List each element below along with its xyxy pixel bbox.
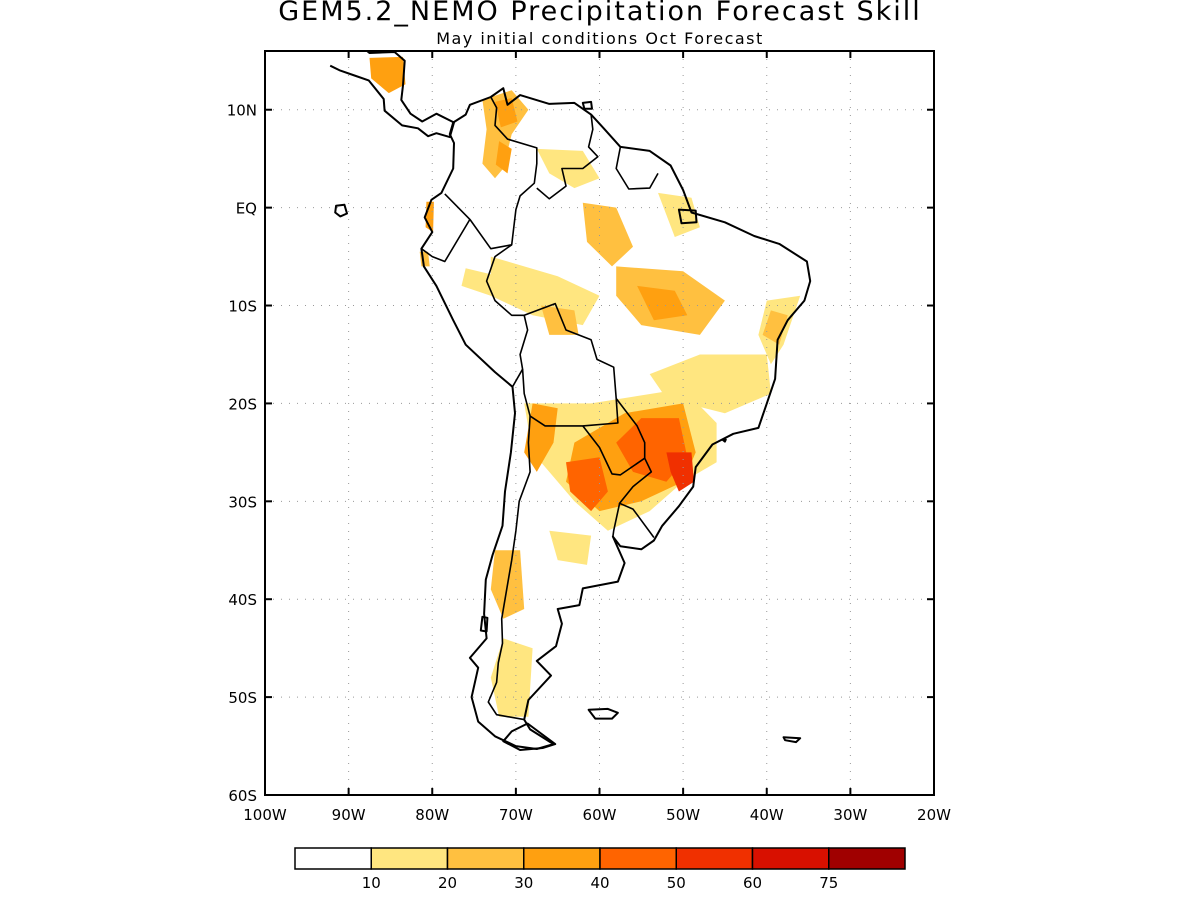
lon-tick-label: 60W <box>583 806 617 824</box>
map-title: GEM5.2_NEMO Precipitation Forecast Skill <box>278 0 922 27</box>
lat-tick-label: 10N <box>227 102 257 120</box>
island-outline <box>581 100 593 110</box>
country-border <box>536 114 599 200</box>
country-border <box>487 416 531 721</box>
country-border <box>582 398 646 476</box>
lon-tick-label: 80W <box>415 806 449 824</box>
country-border <box>618 457 655 538</box>
island-outline <box>721 438 727 443</box>
island-outline <box>782 736 802 744</box>
country-border <box>485 244 529 388</box>
bolivia-chile-skill <box>524 403 558 472</box>
legend-label: 20 <box>438 874 457 892</box>
argentina-central-skill <box>549 530 592 565</box>
south-america-coastline <box>420 87 812 750</box>
color-legend: 10 20 30 40 50 60 75 <box>294 847 906 892</box>
lon-tick-label: 20W <box>917 806 951 824</box>
legend-swatch <box>294 847 372 870</box>
lon-tick-label: 50W <box>666 806 700 824</box>
island-outline <box>502 722 557 751</box>
lat-tick-label: 60S <box>228 787 257 805</box>
lat-tick-label: 50S <box>228 689 257 707</box>
peru-brazil-border-skill <box>490 256 600 326</box>
country-border <box>612 503 621 537</box>
legend-label: 60 <box>743 874 762 892</box>
lat-tick-label: 30S <box>228 493 257 511</box>
skill-shading <box>369 56 801 717</box>
legend-swatch <box>370 847 449 870</box>
lon-tick-label: 40W <box>750 806 784 824</box>
lon-tick-label: 70W <box>499 806 533 824</box>
legend-swatch <box>751 847 830 870</box>
central-america-coastline <box>329 51 455 139</box>
patagonia-skill <box>490 638 533 717</box>
venezuela-north-skill <box>495 98 518 128</box>
lat-tick-label: 10S <box>228 298 257 316</box>
central-america-skill <box>369 56 406 94</box>
legend-swatch <box>675 847 754 870</box>
lat-tick-label: 40S <box>228 591 257 609</box>
country-border <box>444 96 538 250</box>
northeast-brazil-core <box>762 310 788 345</box>
legend-swatch <box>446 847 525 870</box>
lon-tick-label: 90W <box>332 806 366 824</box>
legend-swatch <box>828 847 906 870</box>
country-border <box>420 218 471 263</box>
parana-max <box>666 452 694 492</box>
lon-axis: 100W 90W 80W 70W 60W 50W 40W 30W 20W <box>243 51 951 824</box>
country-border <box>615 146 659 190</box>
argentina-north-high <box>566 457 608 512</box>
legend-label: 75 <box>819 874 838 892</box>
legend-swatch <box>599 847 677 870</box>
legend-label: 10 <box>362 874 381 892</box>
island-outline <box>677 208 698 225</box>
island-outline <box>479 615 489 633</box>
brazil-central-core <box>637 285 688 321</box>
map-subtitle: May initial conditions Oct Forecast <box>436 29 764 48</box>
island-outline <box>587 707 619 720</box>
bolivia-north-skill <box>541 305 579 335</box>
amazon-north-skill <box>582 202 633 267</box>
lat-axis: 10N EQ 10S 20S 30S 40S 50S 60S <box>227 102 934 805</box>
island-outline <box>334 203 348 218</box>
coastlines <box>329 51 812 751</box>
legend-label: 40 <box>590 874 609 892</box>
legend-label: 50 <box>667 874 686 892</box>
lat-tick-label: EQ <box>236 200 257 218</box>
colombia-venezuela-skill <box>482 90 529 179</box>
colombia-central-skill <box>495 141 512 174</box>
lon-tick-label: 30W <box>833 806 867 824</box>
lat-tick-label: 20S <box>228 395 257 413</box>
lon-tick-label: 100W <box>243 806 287 824</box>
legend-label: 30 <box>514 874 533 892</box>
legend-swatch <box>523 847 601 870</box>
